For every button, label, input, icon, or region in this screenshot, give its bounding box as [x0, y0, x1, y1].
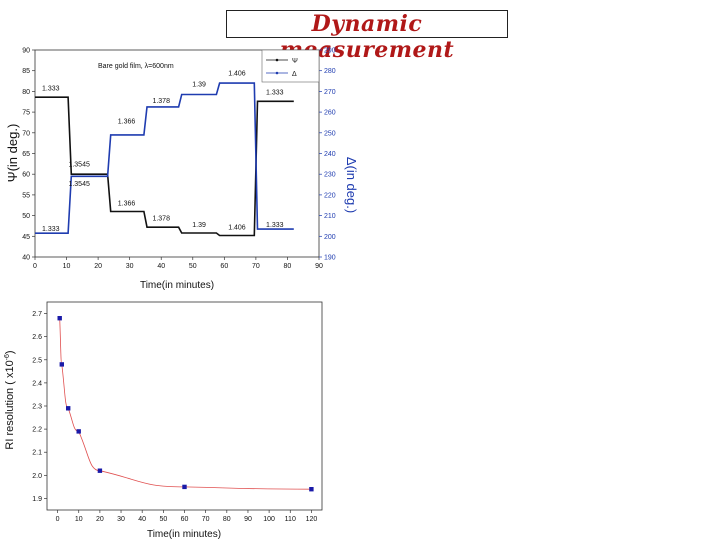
chart1-x-tick-label: 10	[63, 263, 71, 270]
chart1-y-right-tick-label: 230	[324, 172, 336, 179]
chart1-annotation: Bare gold film, λ=600nm	[98, 63, 174, 70]
chart1-y-right-tick-label: 240	[324, 151, 336, 158]
legend-delta-label: Δ	[292, 71, 297, 78]
chart1-value-label: 1.406	[228, 224, 246, 231]
chart1-value-label: 1.333	[266, 222, 284, 229]
chart1-y-left-tick-label: 85	[22, 68, 30, 75]
chart1-y-left-tick-label: 65	[22, 151, 30, 158]
chart1-y-right-tick-label: 210	[324, 213, 336, 220]
chart1-x-tick-label: 50	[189, 263, 197, 270]
chart1-value-label: 1.39	[192, 81, 206, 88]
chart1-y-left-tick-label: 90	[22, 48, 30, 55]
chart1-y-right-title: Δ(in deg.)	[344, 157, 359, 213]
chart1-x-tick-label: 30	[126, 263, 134, 270]
chart1-y-left-tick-label: 40	[22, 255, 30, 262]
chart1-y-right-tick-label: 270	[324, 89, 336, 96]
psi-series-line	[35, 96, 294, 237]
chart1-x-tick-label: 60	[220, 263, 228, 270]
chart1-value-label: 1.333	[42, 86, 60, 93]
chart1-value-label: 1.406	[228, 70, 246, 77]
chart1-value-label: 1.378	[152, 216, 170, 223]
chart1-value-label: 1.366	[118, 200, 136, 207]
chart1-value-label: 1.378	[152, 98, 170, 105]
legend-psi-label: Ψ	[292, 58, 298, 65]
chart1-y-right-tick-label: 220	[324, 192, 336, 199]
chart1-y-right-tick-label: 250	[324, 130, 336, 137]
chart1-value-label: 1.3545	[68, 181, 90, 188]
delta-series-line	[35, 82, 294, 234]
chart1-x-tick-label: 90	[315, 263, 323, 270]
chart1-y-right-tick-label: 200	[324, 234, 336, 241]
chart1-y-left-tick-label: 75	[22, 110, 30, 117]
chart1-x-tick-label: 40	[157, 263, 165, 270]
chart1-y-right-tick-label: 290	[324, 48, 336, 55]
chart1-legend: Ψ Δ	[261, 49, 320, 83]
chart1-y-left-tick-label: 70	[22, 130, 30, 137]
chart1-x-axis-title: Time(in minutes)	[140, 280, 214, 291]
chart1-value-label: 1.333	[42, 226, 60, 233]
chart1-x-tick-label: 80	[284, 263, 292, 270]
chart1-y-left-tick-label: 55	[22, 192, 30, 199]
chart1-y-left-tick-label: 50	[22, 213, 30, 220]
chart1-x-tick-label: 20	[94, 263, 102, 270]
chart1-y-right-tick-label: 280	[324, 68, 336, 75]
chart1-value-label: 1.366	[118, 119, 136, 126]
chart1-y-left-tick-label: 45	[22, 234, 30, 241]
chart1-x-tick-label: 0	[33, 263, 37, 270]
chart1-value-label: 1.333	[266, 90, 284, 97]
chart1-y-left-title: Ψ(in deg.)	[5, 124, 20, 183]
chart1-y-left-tick-label: 60	[22, 172, 30, 179]
chart1-y-left-tick-label: 80	[22, 89, 30, 96]
chart1-y-right-tick-label: 190	[324, 255, 336, 262]
chart1-y-right-tick-label: 260	[324, 110, 336, 117]
chart1-value-label: 1.3545	[68, 162, 90, 169]
chart1-x-tick-label: 70	[252, 263, 260, 270]
chart1-value-label: 1.39	[192, 222, 206, 229]
